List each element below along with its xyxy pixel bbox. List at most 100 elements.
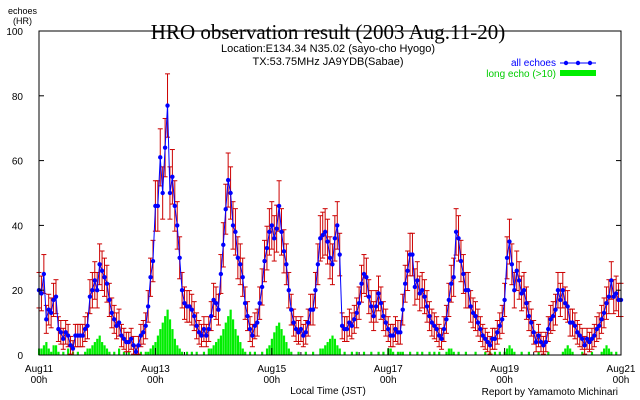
all-echoes-errorbars <box>36 73 624 356</box>
all-echoes-point <box>177 255 182 260</box>
all-echoes-point <box>257 300 262 306</box>
long-echo-bar <box>45 342 48 355</box>
long-echo-bar <box>176 345 179 355</box>
all-echoes-point <box>221 242 226 248</box>
long-echo-bar <box>396 351 400 355</box>
all-echoes-point <box>604 300 609 306</box>
long-echo-bar <box>270 338 273 355</box>
long-echo-bar <box>50 351 53 355</box>
all-echoes-point <box>259 284 265 290</box>
all-echoes-point <box>51 297 56 303</box>
all-echoes-point <box>335 223 340 228</box>
long-echo-bar <box>392 351 395 355</box>
all-echoes-point <box>286 288 291 293</box>
all-echoes-point <box>453 229 459 235</box>
chart-subtitle-tx: TX:53.75MHz JA9YDB(Sabae) <box>252 56 403 68</box>
all-echoes-point <box>594 326 599 332</box>
x-axis-label: Local Time (JST) <box>290 386 366 397</box>
all-echoes-point <box>46 307 51 312</box>
long-echo-bar <box>328 338 332 355</box>
all-echoes-point <box>577 333 582 338</box>
all-echoes-point <box>61 336 66 341</box>
long-echo-bar <box>508 345 511 355</box>
all-echoes-point <box>182 300 187 306</box>
long-echo-bar <box>207 348 210 355</box>
all-echoes-point <box>189 307 194 312</box>
all-echoes-point <box>449 281 454 286</box>
long-echo-bar <box>185 351 189 355</box>
long-echo-bar <box>338 348 341 355</box>
long-echo-bar <box>215 342 218 355</box>
long-echo-bar <box>219 335 223 355</box>
all-echoes-point <box>555 288 561 293</box>
long-echo-bar <box>527 351 531 355</box>
all-echoes-point <box>39 291 44 296</box>
all-echoes-point <box>167 190 173 196</box>
all-echoes-point <box>143 323 148 329</box>
all-echoes-point <box>85 323 90 329</box>
all-echoes-point <box>228 190 233 196</box>
all-echoes-point <box>138 333 144 338</box>
all-echoes-point <box>310 307 316 312</box>
long-echo-bar <box>389 348 392 355</box>
all-echoes-point <box>575 330 580 335</box>
all-echoes-point <box>339 323 345 329</box>
all-echoes-point <box>104 281 110 286</box>
all-echoes-point <box>371 313 376 319</box>
x-tick-sublabel: 00h <box>31 375 48 386</box>
long-echo-bar <box>52 345 55 355</box>
all-echoes-point <box>427 313 432 319</box>
long-echo-bar <box>600 351 603 355</box>
long-echo-bar <box>147 351 150 355</box>
long-echo-bar <box>91 345 94 355</box>
all-echoes-point <box>432 323 437 329</box>
all-echoes-point <box>92 278 97 283</box>
all-echoes-point <box>107 297 112 303</box>
all-echoes-point <box>196 330 202 335</box>
all-echoes-point <box>434 326 439 332</box>
all-echoes-point <box>170 174 175 179</box>
all-echoes-point <box>238 262 243 267</box>
all-echoes-point <box>65 333 71 338</box>
long-echo-bar <box>421 351 424 355</box>
long-echo-bar <box>355 351 358 355</box>
all-echoes-point <box>305 320 311 325</box>
all-echoes-point <box>536 333 541 338</box>
long-echo-bar <box>450 348 453 355</box>
all-echoes-point <box>390 333 396 338</box>
all-echoes-point <box>538 339 544 345</box>
all-echoes-point <box>550 313 556 319</box>
long-echo-bar <box>151 345 155 355</box>
long-echo-bar <box>321 348 324 355</box>
long-echo-bar <box>581 351 584 355</box>
all-echoes-point <box>599 317 604 322</box>
long-echo-bar <box>336 345 339 355</box>
long-echo-bar <box>280 329 283 355</box>
all-echoes-point <box>315 262 321 267</box>
long-echo-bar <box>547 351 550 355</box>
all-echoes-point <box>466 288 471 293</box>
long-echo-bar <box>561 351 564 355</box>
all-echoes-point <box>495 330 500 335</box>
all-echoes-point <box>99 268 105 273</box>
all-echoes-point <box>223 207 228 212</box>
all-echoes-point <box>250 333 255 338</box>
all-echoes-point <box>313 288 318 293</box>
all-echoes-point <box>206 326 211 332</box>
all-echoes-point <box>524 300 529 306</box>
all-echoes-point <box>111 317 117 322</box>
long-echo-bar <box>447 348 450 355</box>
all-echoes-point <box>322 229 328 235</box>
report-credit: Report by Yamamoto Michinari <box>482 387 618 398</box>
all-echoes-point <box>87 294 93 299</box>
all-echoes-point <box>296 330 301 335</box>
all-echoes-point <box>162 145 168 150</box>
long-echo-bar <box>178 348 181 355</box>
all-echoes-point <box>485 339 490 345</box>
all-echoes-point <box>58 330 64 335</box>
all-echoes-point <box>601 310 607 316</box>
all-echoes-point <box>199 333 204 338</box>
all-echoes-point <box>563 300 568 306</box>
